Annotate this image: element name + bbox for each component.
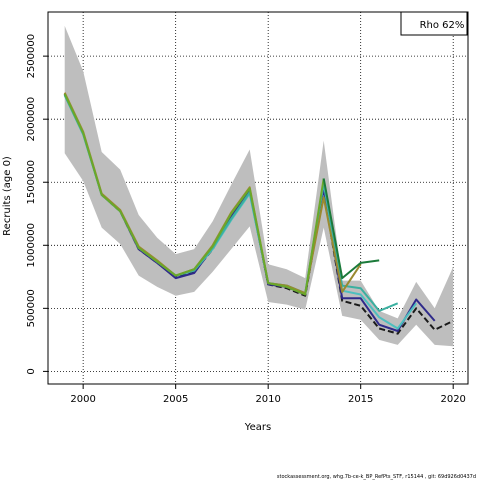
series-line-7 (322, 178, 380, 280)
axis-ticks: 2000 2005 2010 2015 2020 0 500000 1000000 150000… (26, 34, 466, 405)
rho-box: Rho 62% (400, 11, 468, 36)
confidence-band (64, 25, 454, 347)
y-tick-label: 1000000 (26, 223, 37, 268)
plot-frame (47, 11, 469, 385)
y-tick-label: 1500000 (26, 160, 37, 205)
x-tick-label: 2020 (440, 394, 465, 405)
x-tick-label: 2015 (348, 394, 373, 405)
series-line-6 (63, 93, 325, 296)
y-tick-label: 2500000 (26, 34, 37, 79)
x-tick-label: 2005 (163, 394, 188, 405)
x-tick-label: 2000 (70, 394, 95, 405)
y-axis-title: Recruits (age 0) (2, 156, 13, 236)
x-tick-label: 2010 (255, 394, 280, 405)
y-tick-label: 500000 (26, 289, 37, 327)
x-axis-title: Years (244, 422, 271, 433)
y-tick-label: 2000000 (26, 97, 37, 142)
footer-credit: stockassessment.org, whg.7b-ce-k_BP_RefP… (276, 474, 476, 480)
y-tick-label: 0 (26, 368, 37, 374)
series-lines (63, 92, 454, 335)
rho-label: Rho 62% (420, 20, 465, 31)
